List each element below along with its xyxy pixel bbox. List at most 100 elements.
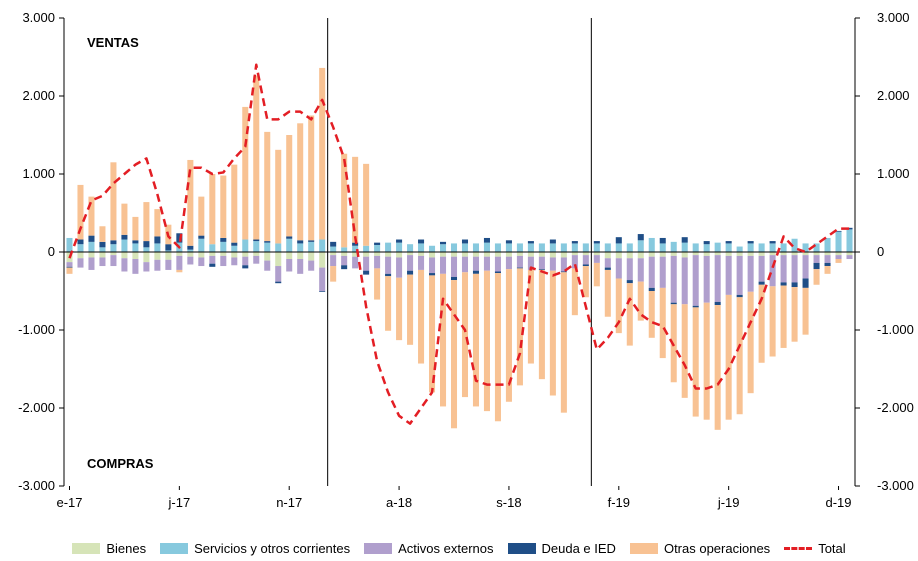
bar-2-70 [835,255,842,260]
bar-3-35 [450,276,458,281]
legend-label-bienes: Bienes [106,540,147,556]
bar-2-68 [813,255,820,263]
bar-0-61 [736,252,743,256]
x-tick-label-2: n-17 [276,495,302,510]
bar-4-39 [494,273,501,422]
bar-4-34 [439,273,447,407]
bar-3-11 [187,245,194,250]
bar-1-42 [527,243,534,252]
bar-2-6 [132,259,139,274]
bar-0-32 [418,252,425,256]
bar-0-46 [571,252,578,256]
bar-2-16 [242,256,249,266]
bar-0-35 [450,252,458,257]
bar-4-46 [571,268,578,316]
bar-3-16 [242,265,249,269]
bar-2-2 [88,257,95,270]
bar-0-19 [275,252,282,267]
y-tick-label-left-6: 3.000 [22,10,55,25]
bar-3-43 [538,269,545,270]
bar-3-57 [692,305,699,308]
bar-1-24 [330,246,337,252]
y-tick-label-right-2: -1.000 [877,322,914,337]
y-tick-label-left-5: 2.000 [22,88,55,103]
bar-3-31 [407,270,414,275]
bar-3-19 [275,281,282,284]
y-tick-label-right-3: 0 [877,244,884,259]
bar-4-16 [242,106,249,240]
bar-1-54 [659,243,666,252]
bar-2-28 [374,255,381,269]
bar-2-41 [516,255,523,268]
bar-2-60 [725,255,732,295]
bar-4-11 [187,159,194,246]
bar-0-10 [176,252,183,256]
bar-3-61 [736,294,743,298]
bar-1-4 [110,244,117,252]
bar-1-44 [549,243,556,252]
bar-4-18 [264,131,271,242]
legend-label-otras: Otras operaciones [663,540,771,556]
bar-2-4 [110,255,117,267]
legend-label-activos: Activos externos [398,540,494,556]
bar-3-46 [571,241,578,244]
bar-4-25 [341,153,348,248]
bar-4-36 [461,272,469,398]
bar-4-52 [637,281,644,321]
bar-0-66 [791,252,798,256]
bar-2-65 [780,255,787,283]
bar-3-62 [747,241,754,244]
labels-layer: VENTAS COMPRAS [87,35,154,471]
legend-label-total: Total [818,540,846,556]
y-tick-label-left-2: -1.000 [18,322,55,337]
bar-2-56 [681,257,688,305]
bar-1-21 [297,243,304,252]
bar-3-0 [66,266,73,268]
bar-2-29 [385,256,392,274]
bar-0-30 [396,252,403,258]
y-tick-label-left-1: -2.000 [18,400,55,415]
bar-1-70 [835,231,842,252]
legend-label-servicios: Servicios y otros corrientes [194,540,351,556]
bar-0-62 [747,252,754,256]
bar-4-63 [758,284,765,363]
bar-2-71 [846,255,853,260]
y-tick-label-left-3: 0 [48,244,55,259]
bar-1-6 [132,243,139,252]
bar-1-49 [604,243,611,252]
bar-1-17 [253,241,260,252]
bar-2-38 [483,256,490,271]
bar-3-4 [110,240,117,245]
bar-2-7 [143,262,150,272]
bar-4-28 [374,268,381,300]
bar-2-39 [494,256,501,272]
bar-2-36 [461,256,469,273]
bar-2-21 [297,259,304,274]
bar-4-35 [450,280,458,429]
bar-0-58 [703,252,710,256]
legend-item-otras: Otras operaciones [629,540,771,556]
x-tick-label-0: e-17 [56,495,82,510]
bar-0-54 [659,252,666,257]
bar-2-32 [418,255,425,270]
bar-2-57 [692,255,699,306]
bar-1-13 [209,244,216,252]
bar-1-62 [747,243,754,252]
bar-4-27 [363,163,370,246]
bar-4-43 [538,269,545,380]
bar-1-56 [681,242,688,252]
bar-0-69 [824,252,831,256]
bar-0-5 [121,252,128,259]
bar-0-68 [813,252,820,256]
bar-4-62 [747,291,754,394]
bar-2-59 [714,255,721,302]
legend-item-deuda: Deuda e IED [507,541,616,556]
bar-2-63 [758,255,765,282]
bar-4-30 [396,277,403,341]
bar-3-13 [209,263,216,267]
bar-3-60 [725,241,732,244]
bar-3-24 [330,241,337,247]
bar-2-3 [99,257,106,267]
bar-4-29 [385,276,392,331]
bar-3-37 [472,270,480,274]
